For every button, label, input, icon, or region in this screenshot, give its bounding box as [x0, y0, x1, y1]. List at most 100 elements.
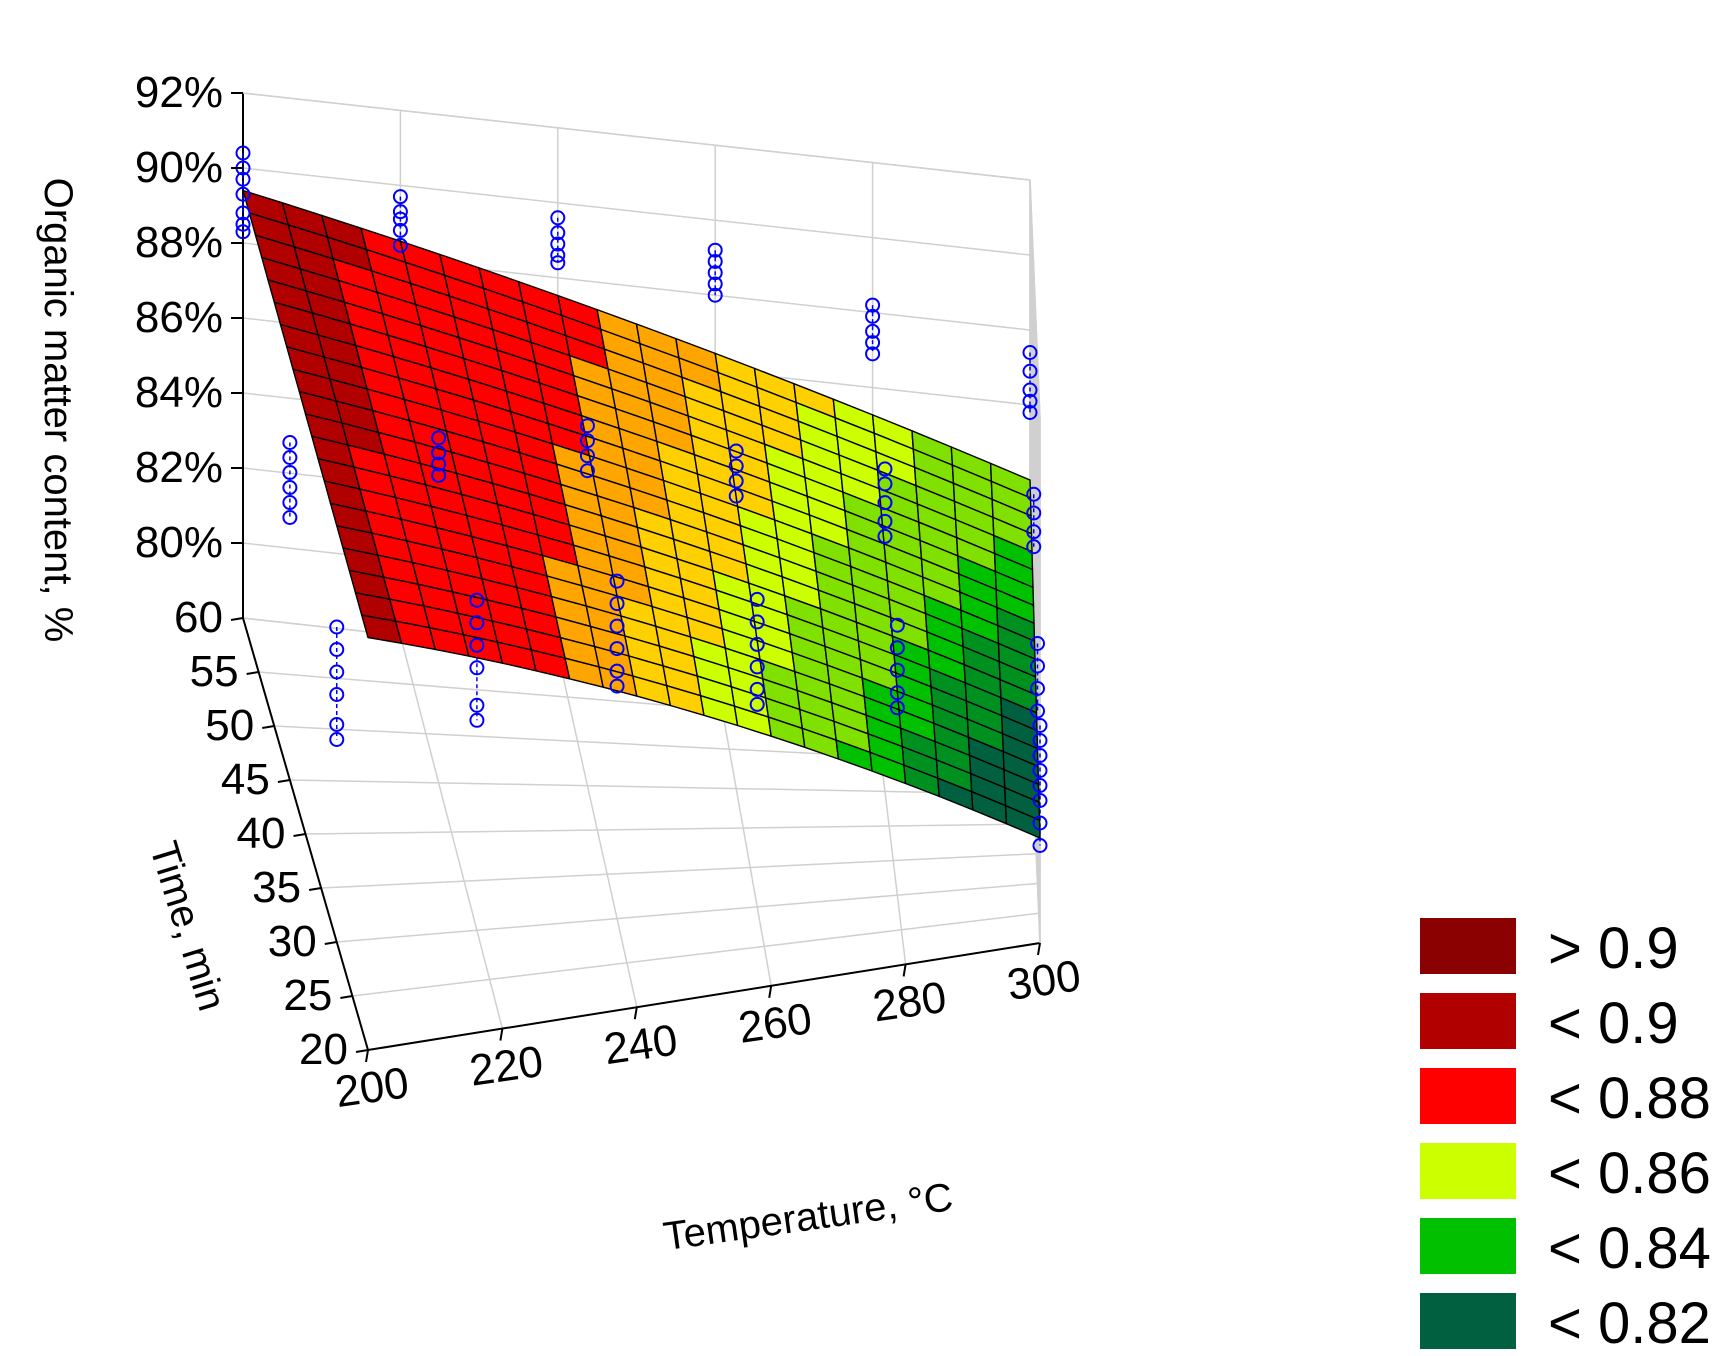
z-tick-label: 84%: [135, 368, 223, 417]
observation-point: [1026, 486, 1042, 502]
y-tick-label: 25: [283, 971, 332, 1020]
y-tick-label: 40: [237, 809, 286, 858]
y-tick-label: 60: [174, 593, 223, 642]
observation-point: [728, 473, 744, 489]
x-axis-line: [367, 942, 1041, 1051]
x-axis-title: Temperature, °C: [661, 1175, 956, 1259]
y-tick-label: 35: [252, 863, 301, 912]
observation-point: [1022, 363, 1038, 379]
observation-point: [329, 619, 345, 635]
observation-point: [282, 450, 298, 465]
observation-point: [728, 458, 744, 474]
legend-label: < 0.82: [1548, 1291, 1711, 1356]
observation-point: [579, 433, 595, 449]
observation-point: [889, 662, 905, 678]
grid-line: [242, 167, 1031, 256]
legend-label: < 0.84: [1548, 1216, 1711, 1281]
y-tick-mark: [277, 779, 291, 783]
observation-point: [1022, 405, 1038, 420]
observation-point: [282, 510, 298, 525]
y-tick-mark: [355, 1049, 369, 1053]
observation-point: [1022, 393, 1038, 409]
grid-line: [321, 853, 1037, 889]
y-tick-label: 55: [190, 647, 239, 696]
observation-point: [609, 663, 625, 679]
y-tick-label: 30: [268, 917, 317, 966]
y-tick-mark: [308, 887, 322, 891]
legend-swatch: [1420, 1068, 1516, 1124]
x-tick-mark: [633, 1007, 638, 1020]
observation-point: [707, 276, 723, 292]
grid-line: [1029, 404, 1041, 644]
x-tick-mark: [1037, 942, 1041, 956]
observation-point: [1032, 815, 1048, 831]
x-tick-label: 260: [735, 994, 815, 1053]
legend-label: < 0.88: [1548, 1066, 1711, 1131]
observation-point: [550, 255, 566, 271]
y-tick-label: 50: [205, 701, 254, 750]
x-tick-mark: [499, 1028, 504, 1041]
x-tick-mark: [365, 1049, 369, 1063]
legend-swatch: [1420, 918, 1516, 974]
observation-point: [889, 617, 905, 633]
y-tick-label: 20: [299, 1025, 348, 1074]
observation-point: [889, 640, 905, 656]
observation-point: [1030, 681, 1045, 696]
z-tick-label: 86%: [135, 293, 223, 342]
observation-point: [865, 297, 881, 313]
observation-point: [431, 430, 447, 446]
grid-line: [352, 912, 1039, 997]
observation-point: [1030, 636, 1045, 651]
observation-point: [329, 687, 345, 702]
observation-point: [329, 664, 345, 680]
observation-point: [469, 697, 485, 713]
observation-point: [1032, 793, 1048, 808]
x-tick-label: 200: [332, 1058, 412, 1117]
y-tick-label: 45: [221, 755, 270, 804]
observation-point: [431, 445, 447, 461]
z-tick-label: 88%: [135, 218, 223, 267]
observation-point: [1030, 658, 1045, 674]
observation-point: [749, 681, 765, 697]
observation-point: [707, 253, 723, 269]
grid-line: [305, 823, 1036, 835]
observation-point: [1030, 703, 1045, 719]
observation-point: [235, 171, 251, 187]
observation-point: [1026, 539, 1042, 555]
observation-point: [707, 265, 723, 281]
grid-line: [336, 882, 1038, 943]
observation-point: [550, 210, 566, 226]
observation-point: [329, 717, 345, 732]
observation-point: [282, 435, 298, 450]
x-tick-mark: [902, 964, 907, 977]
z-tick-label: 80%: [135, 518, 223, 567]
observation-point: [1032, 733, 1048, 748]
y-tick-mark: [324, 941, 337, 945]
observation-point: [1026, 524, 1042, 540]
legend-swatch: [1420, 1143, 1516, 1199]
observation-point: [749, 614, 765, 630]
x-tick-label: 280: [870, 973, 950, 1032]
observation-point: [431, 467, 447, 483]
observation-point: [469, 712, 485, 728]
observation-point: [865, 335, 881, 351]
observation-point: [579, 418, 595, 434]
observation-point: [728, 443, 744, 459]
observation-point: [235, 205, 251, 221]
observation-point: [235, 145, 251, 161]
observation-point: [550, 236, 566, 252]
observation-point: [469, 660, 485, 676]
z-tick-label: 92%: [135, 68, 223, 117]
observation-point: [865, 346, 881, 362]
observation-point: [749, 659, 765, 675]
observation-point: [609, 641, 625, 657]
y-axis-title: Time, min: [141, 837, 234, 1016]
x-tick-mark: [768, 985, 773, 998]
legend-swatch: [1420, 993, 1516, 1049]
observation-point: [1022, 345, 1038, 360]
observation-point: [728, 488, 744, 504]
observation-point: [392, 211, 408, 227]
observation-point: [235, 186, 251, 202]
observation-point: [282, 495, 298, 510]
